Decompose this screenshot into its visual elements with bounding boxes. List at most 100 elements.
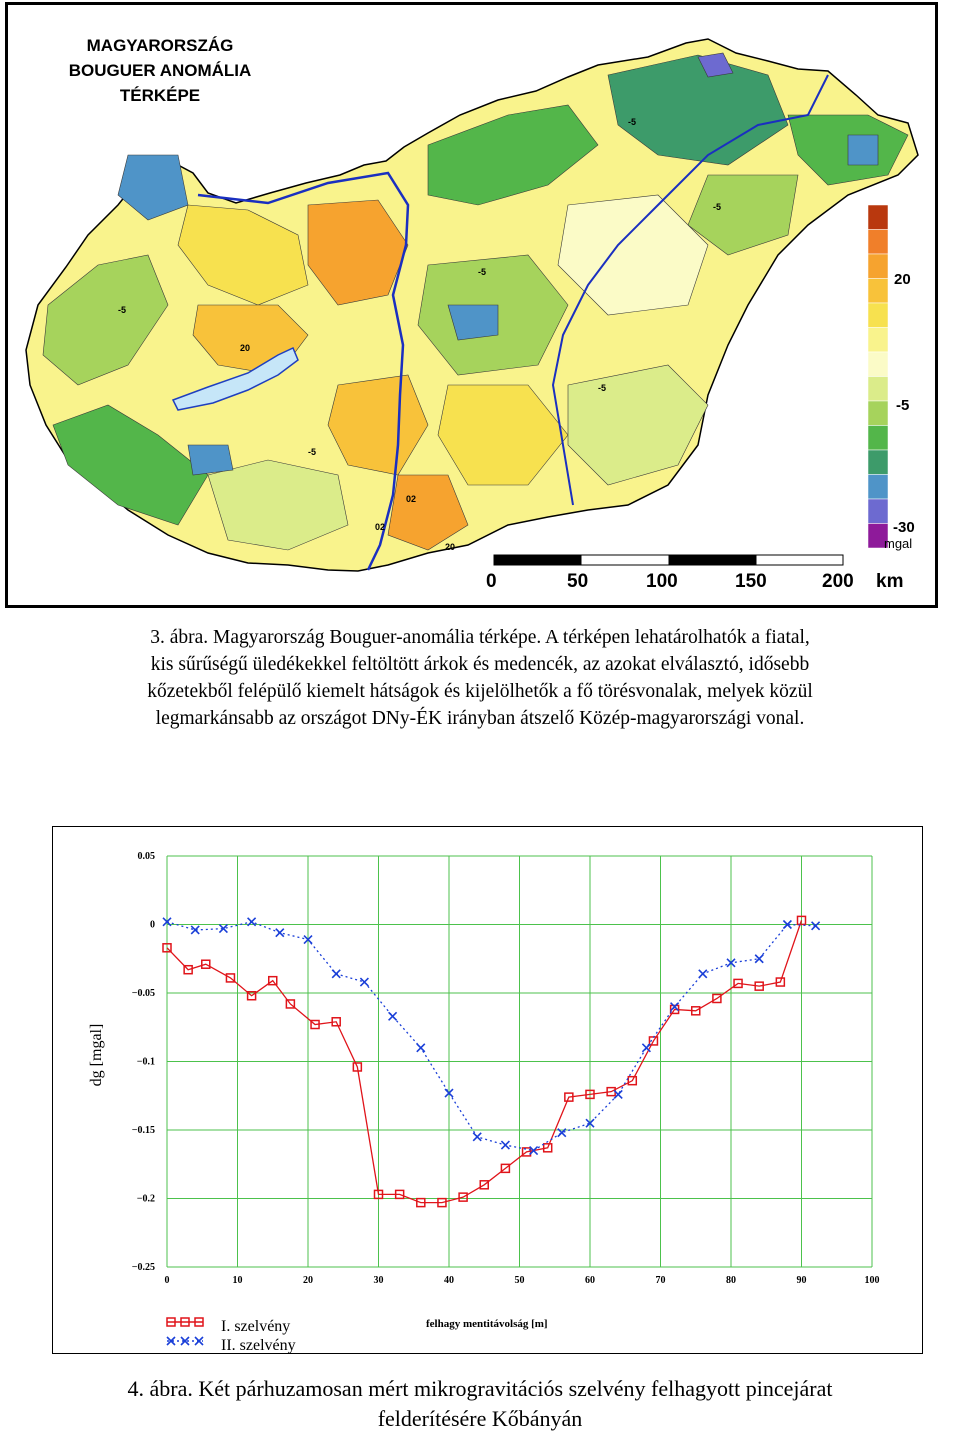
- danube-river: [197, 171, 410, 571]
- contour-label: -5: [598, 383, 606, 393]
- legend-label-series-1: I. szelvény: [221, 1318, 290, 1335]
- bouguer-map-figure: 20 20 02 02 -5 -5 -5 -5 -5 -5 MAGYARORSZ…: [5, 2, 938, 608]
- data-point: [585, 1089, 595, 1100]
- data-point: [641, 1043, 651, 1053]
- data-point: [268, 975, 278, 986]
- data-point: [782, 919, 792, 930]
- data-point: [811, 921, 821, 931]
- data-point: [162, 943, 172, 953]
- contour-label: -5: [478, 267, 486, 277]
- data-point: [190, 925, 200, 935]
- data-point: [691, 1006, 701, 1016]
- data-point: [331, 1017, 341, 1027]
- scale-label-0: 0: [486, 571, 497, 592]
- data-point: [521, 1147, 532, 1157]
- data-point: [796, 915, 807, 926]
- data-point: [416, 1043, 426, 1053]
- legend-marker: [166, 1317, 176, 1327]
- chart-series: [162, 915, 821, 1208]
- x-tick-label: 40: [444, 1275, 454, 1286]
- data-point: [162, 917, 172, 927]
- data-point: [285, 999, 296, 1009]
- contour-label: 20: [445, 542, 455, 552]
- chart-axes: 0 10 20 30 40 50 60 70 80 90 100 0.05 0 −0.05 −0.1 −0.1…: [132, 851, 880, 1286]
- legend-marker: [180, 1336, 190, 1346]
- legend-swatch: [867, 474, 889, 500]
- x-tick-label: 50: [515, 1275, 525, 1286]
- legend-swatch: [867, 204, 889, 230]
- y-axis-label: dg [mgal]: [88, 1024, 105, 1087]
- legend-item-series-2: [166, 1336, 204, 1346]
- legend-swatch: [867, 327, 889, 353]
- x-tick-label: 100: [865, 1275, 880, 1286]
- x-tick-label: 70: [656, 1275, 666, 1286]
- series-line: [166, 921, 816, 1152]
- data-point: [529, 1145, 539, 1156]
- y-tick-label: −0.1: [137, 1057, 155, 1068]
- series-line: [166, 920, 803, 1204]
- caption-line: felderítésére Kőbányán: [377, 1406, 583, 1431]
- x-tick-label: 60: [585, 1275, 595, 1286]
- contour-label: -5: [628, 117, 636, 127]
- caption-line: kőzetekből felépülő kiemelt hátságok és …: [147, 681, 813, 702]
- data-point: [218, 924, 228, 934]
- microgravity-chart: 0 10 20 30 40 50 60 70 80 90 100 0.05 0 −0.05 −0.1 −0.1…: [88, 851, 880, 1353]
- legend-marker: [166, 1336, 176, 1346]
- data-point: [373, 1189, 384, 1200]
- data-point: [388, 1011, 398, 1021]
- data-point: [733, 978, 743, 989]
- lake-balaton: [171, 346, 299, 411]
- legend-label-minus30: -30: [893, 519, 915, 536]
- y-tick-label: −0.15: [132, 1125, 155, 1136]
- data-point: [331, 969, 341, 979]
- legend-marker: [194, 1336, 204, 1346]
- x-tick-label: 30: [374, 1275, 384, 1286]
- data-point: [458, 1192, 468, 1202]
- data-point: [416, 1197, 426, 1208]
- microgravity-chart-figure: 0 10 20 30 40 50 60 70 80 90 100 0.05 0 −0.05 −0.1 −0.1…: [52, 826, 923, 1354]
- tisza-river: [551, 74, 829, 506]
- caption-line: legmarkánsabb az országot DNy-ÉK irányba…: [155, 708, 805, 729]
- contour-label: 20: [240, 343, 250, 353]
- legend-marker: [180, 1317, 190, 1327]
- y-tick-label: −0.05: [132, 988, 155, 999]
- data-point: [754, 981, 764, 991]
- data-point: [201, 959, 211, 969]
- caption-line: kis sűrűségű üledékekkel feltöltött árko…: [150, 654, 810, 675]
- data-point: [246, 990, 257, 1001]
- legend-swatch: [867, 498, 889, 524]
- x-tick-label: 0: [165, 1275, 170, 1286]
- y-tick-label: −0.2: [137, 1194, 155, 1205]
- data-point: [444, 1088, 454, 1098]
- data-point: [698, 969, 708, 979]
- scale-label-200: 200: [822, 571, 854, 592]
- x-tick-label: 80: [726, 1275, 736, 1286]
- y-tick-label: 0: [150, 920, 155, 931]
- legend-swatch: [867, 400, 889, 426]
- data-point: [437, 1197, 447, 1208]
- data-point: [359, 977, 369, 987]
- legend-swatch: [867, 523, 889, 549]
- data-point: [303, 935, 313, 945]
- data-point: [564, 1092, 574, 1102]
- y-tick-label: −0.25: [132, 1262, 155, 1273]
- data-point: [670, 1002, 680, 1012]
- scale-label-150: 150: [735, 571, 767, 592]
- legend-swatch: [867, 278, 889, 304]
- legend-label-minus5: -5: [896, 397, 910, 414]
- x-tick-label: 10: [233, 1275, 243, 1286]
- legend-swatch: [867, 253, 889, 279]
- contour-label: 02: [375, 522, 385, 532]
- data-point: [472, 1132, 482, 1142]
- data-point: [479, 1180, 489, 1190]
- data-point: [310, 1019, 320, 1030]
- contour-label: 02: [406, 494, 416, 504]
- chart-legend: I. szelvény II. szelvény: [166, 1317, 296, 1353]
- bouguer-map: 20 20 02 02 -5 -5 -5 -5 -5 -5: [25, 38, 919, 572]
- x-tick-label: 90: [797, 1275, 807, 1286]
- data-point: [585, 1118, 595, 1128]
- legend-swatch: [867, 449, 889, 475]
- data-point: [775, 977, 786, 987]
- data-point: [754, 954, 764, 964]
- x-tick-label: 20: [303, 1275, 313, 1286]
